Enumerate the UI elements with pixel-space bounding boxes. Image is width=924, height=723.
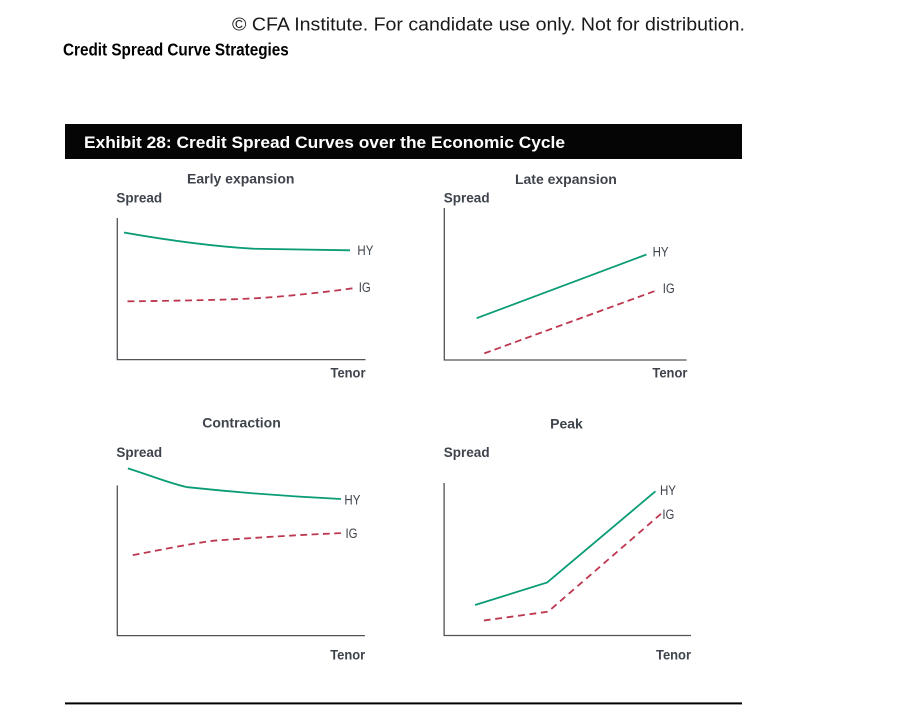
svg-text:Tenor: Tenor: [652, 366, 688, 381]
svg-text:Spread: Spread: [116, 191, 162, 206]
svg-text:Tenor: Tenor: [331, 366, 367, 381]
svg-text:Late expansion: Late expansion: [515, 171, 617, 187]
svg-text:IG: IG: [346, 526, 358, 541]
svg-text:Spread: Spread: [444, 445, 490, 460]
svg-text:© CFA Institute. For candidate: © CFA Institute. For candidate use only.…: [232, 14, 745, 35]
svg-text:HY: HY: [344, 493, 360, 508]
svg-text:Contraction: Contraction: [202, 415, 281, 431]
svg-text:Tenor: Tenor: [330, 648, 366, 663]
svg-text:Early expansion: Early expansion: [187, 171, 294, 187]
svg-text:Credit Spread Curve Strategies: Credit Spread Curve Strategies: [63, 39, 289, 59]
svg-text:HY: HY: [653, 245, 669, 260]
svg-text:Peak: Peak: [550, 416, 583, 432]
svg-text:Tenor: Tenor: [656, 648, 692, 663]
svg-text:IG: IG: [662, 507, 674, 522]
svg-text:Spread: Spread: [444, 191, 490, 206]
svg-text:Spread: Spread: [116, 445, 162, 460]
svg-text:Exhibit 28: Credit Spread Curv: Exhibit 28: Credit Spread Curves over th…: [84, 133, 565, 152]
svg-text:HY: HY: [357, 243, 373, 258]
svg-text:IG: IG: [663, 281, 675, 296]
svg-text:IG: IG: [359, 280, 371, 295]
svg-text:HY: HY: [660, 483, 676, 498]
